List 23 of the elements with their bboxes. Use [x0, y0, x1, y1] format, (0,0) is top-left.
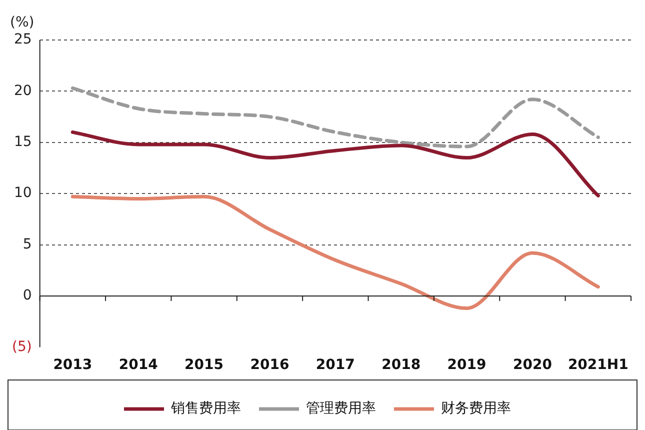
x-tick-label: 2018 — [382, 357, 421, 374]
x-tick-label: 2014 — [118, 357, 158, 374]
x-tick-label: 2017 — [316, 357, 355, 374]
x-tick-label: 2020 — [512, 357, 552, 374]
x-tick-label: 2021H1 — [568, 357, 628, 374]
line-series — [70, 86, 600, 148]
x-tick-label: 2015 — [184, 357, 224, 374]
legend-label: 管理费用率 — [306, 400, 376, 417]
y-tick-label: 5 — [22, 236, 32, 252]
legend-label: 财务费用率 — [441, 400, 511, 417]
y-tick-label: 0 — [22, 288, 32, 304]
x-tick-label: 2013 — [53, 357, 92, 374]
line-series — [70, 194, 600, 310]
y-tick-label: 25 — [14, 32, 32, 48]
legend-label: 销售费用率 — [170, 400, 241, 417]
y-tick-label: 15 — [14, 134, 32, 150]
y-tick-label: (5) — [12, 338, 32, 355]
x-tick-label: 2016 — [250, 357, 290, 374]
x-tick-label: 2019 — [447, 357, 486, 374]
line-series — [70, 130, 600, 198]
y-tick-label: 20 — [14, 82, 32, 99]
y-axis-title: (%) — [10, 14, 34, 31]
y-tick-label: 10 — [14, 185, 32, 202]
